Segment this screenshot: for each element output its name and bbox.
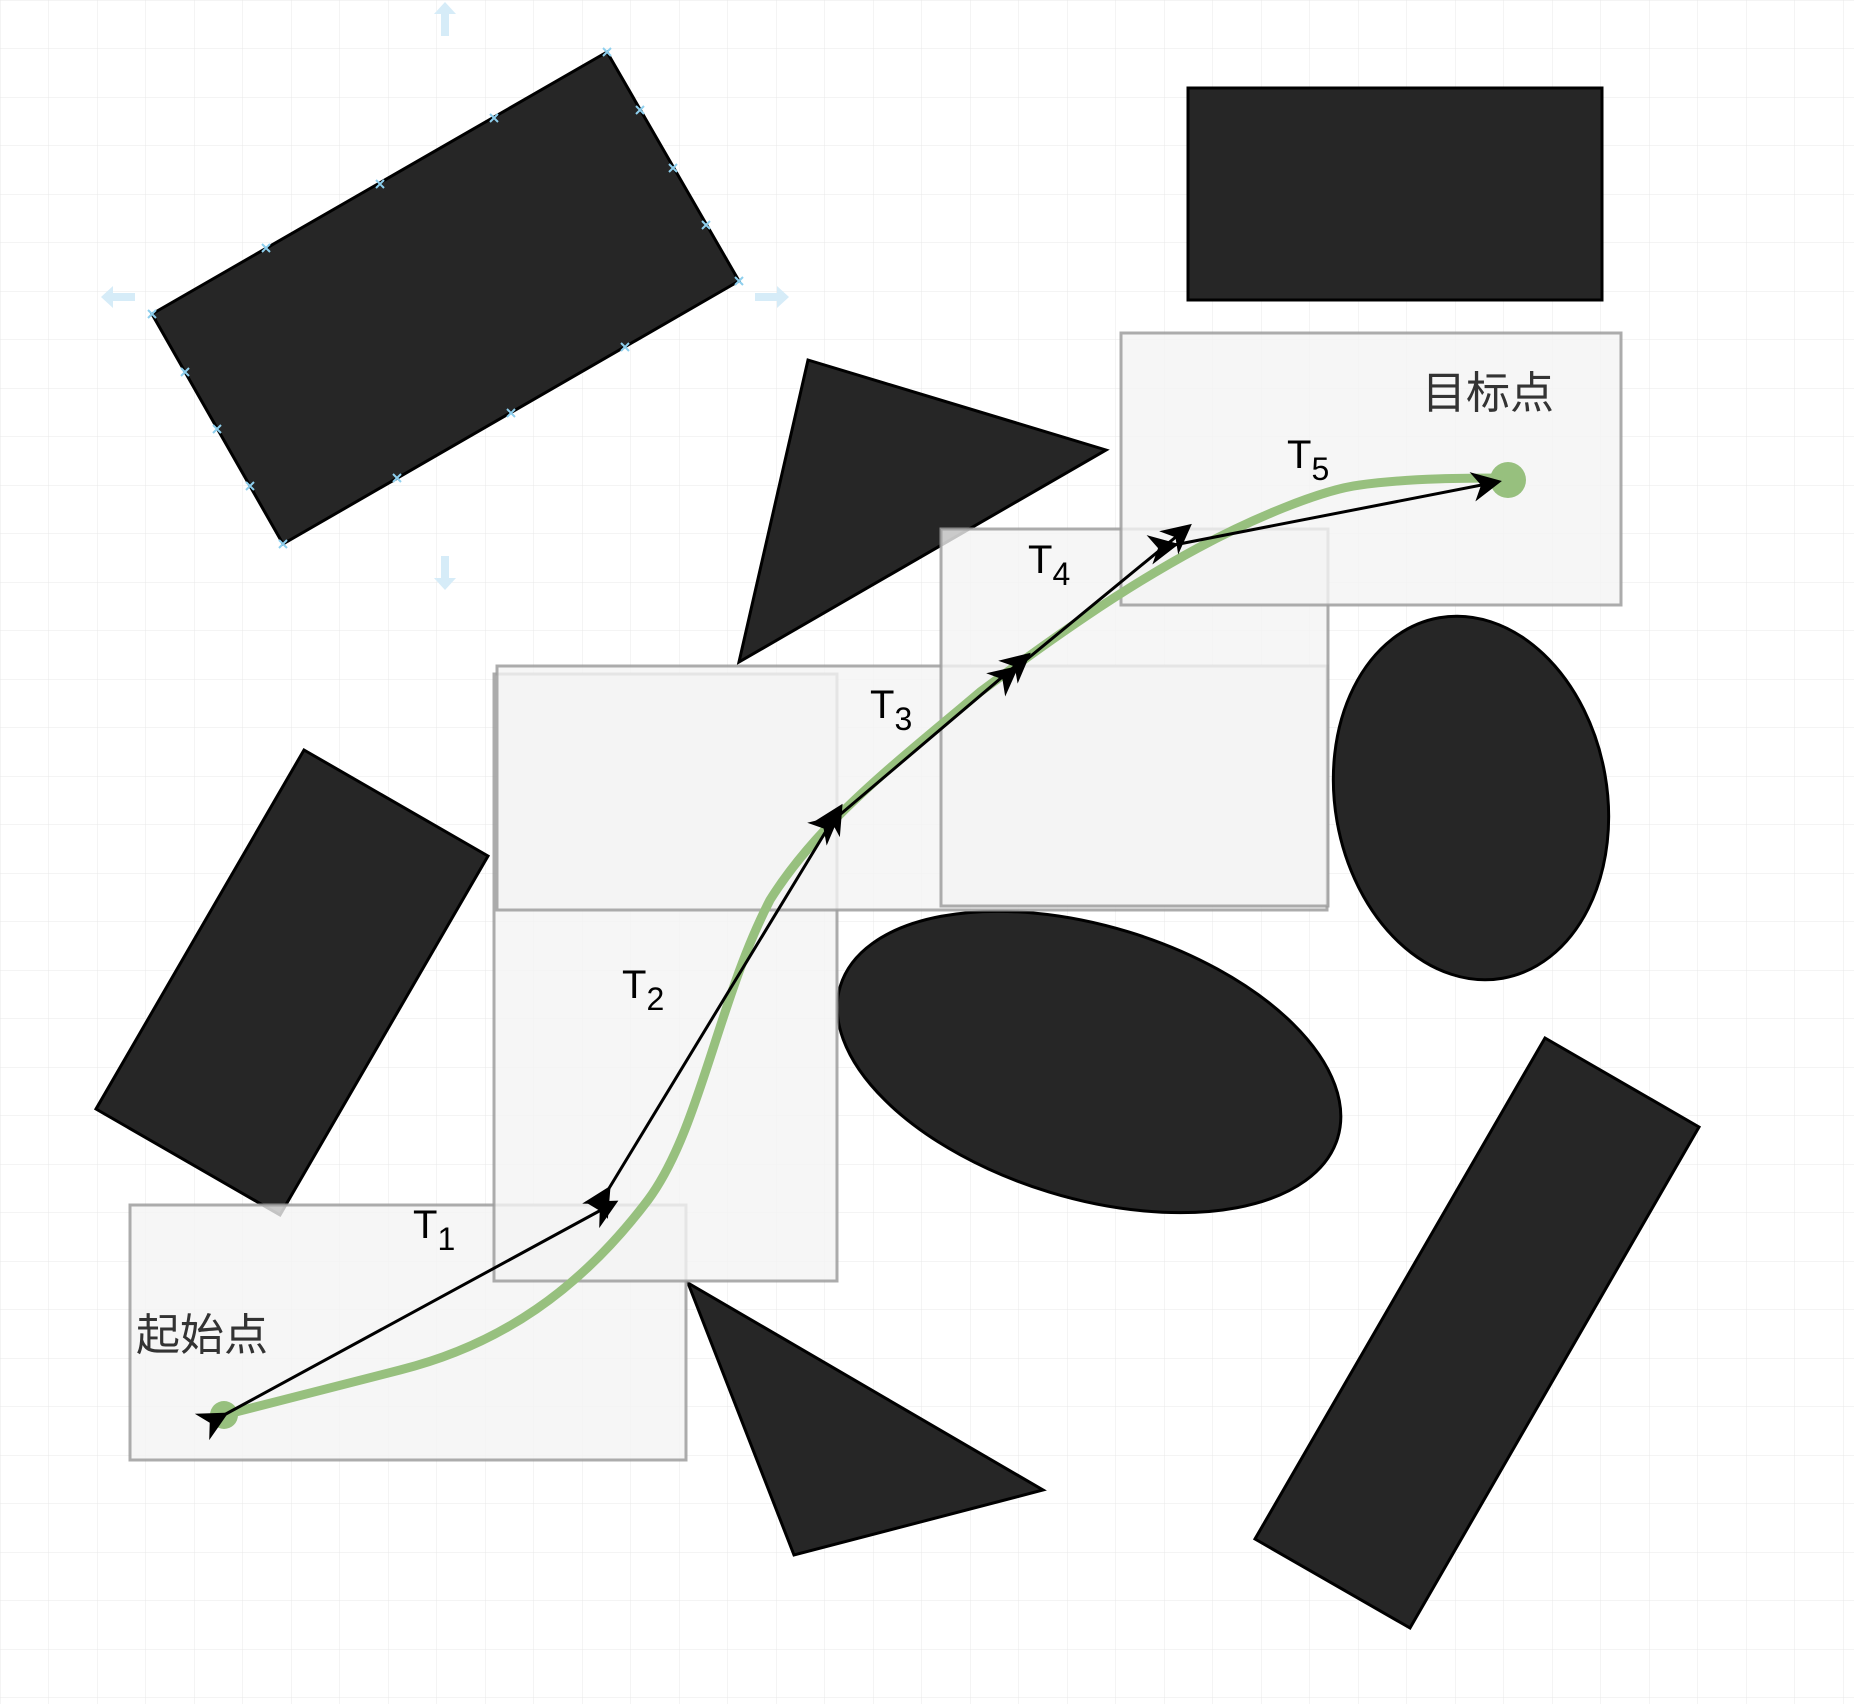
segment-arrow-t1[interactable]	[194, 1200, 619, 1441]
segment-label-t4-letter: T	[1028, 538, 1052, 582]
segment-label-t2-letter: T	[622, 963, 646, 1007]
segment-arrows	[194, 472, 1502, 1441]
segment-label-t4-subscript: 4	[1052, 556, 1070, 592]
segment-label-t3-letter: T	[870, 683, 894, 727]
obstacle-triangle-top[interactable]	[736, 358, 1110, 666]
obstacle-rect-bottomright[interactable]	[1252, 1035, 1702, 1631]
obstacle-rect-topright[interactable]	[1186, 86, 1604, 302]
obstacle-triangle-bottom[interactable]	[685, 1279, 1047, 1557]
selection-handles[interactable]	[147, 47, 744, 549]
segment-label-t5: T5	[1287, 433, 1329, 487]
segment-label-t1: T1	[413, 1203, 455, 1257]
segment-label-t2: T2	[622, 963, 664, 1017]
arrow-up-icon[interactable]	[434, 2, 456, 36]
segment-label-t2-subscript: 2	[646, 981, 664, 1017]
arrow-right-icon[interactable]	[755, 286, 789, 308]
segment-label-t1-subscript: 1	[437, 1221, 455, 1257]
segment-arrow-t2[interactable]	[582, 803, 843, 1220]
segment-label-t3: T3	[870, 683, 912, 737]
obstacles	[93, 49, 1702, 1631]
goal-label: 目标点	[1422, 368, 1554, 419]
segment-label-t1-letter: T	[413, 1203, 437, 1247]
connection-arrows[interactable]	[101, 2, 789, 590]
obstacle-ellipse-right[interactable]	[1305, 594, 1636, 1002]
arrow-left-icon[interactable]	[101, 286, 135, 308]
segment-label-t4: T4	[1028, 538, 1070, 592]
segment-label-t3-subscript: 3	[894, 701, 912, 737]
arrow-down-icon[interactable]	[434, 556, 456, 590]
segment-label-t5-subscript: 5	[1311, 451, 1329, 487]
start-label: 起始点	[136, 1310, 268, 1361]
goal-point[interactable]	[1490, 462, 1526, 498]
segment-arrow-t5[interactable]	[1146, 472, 1502, 565]
resize-markers	[147, 47, 744, 549]
segment-label-t5-letter: T	[1287, 433, 1311, 477]
